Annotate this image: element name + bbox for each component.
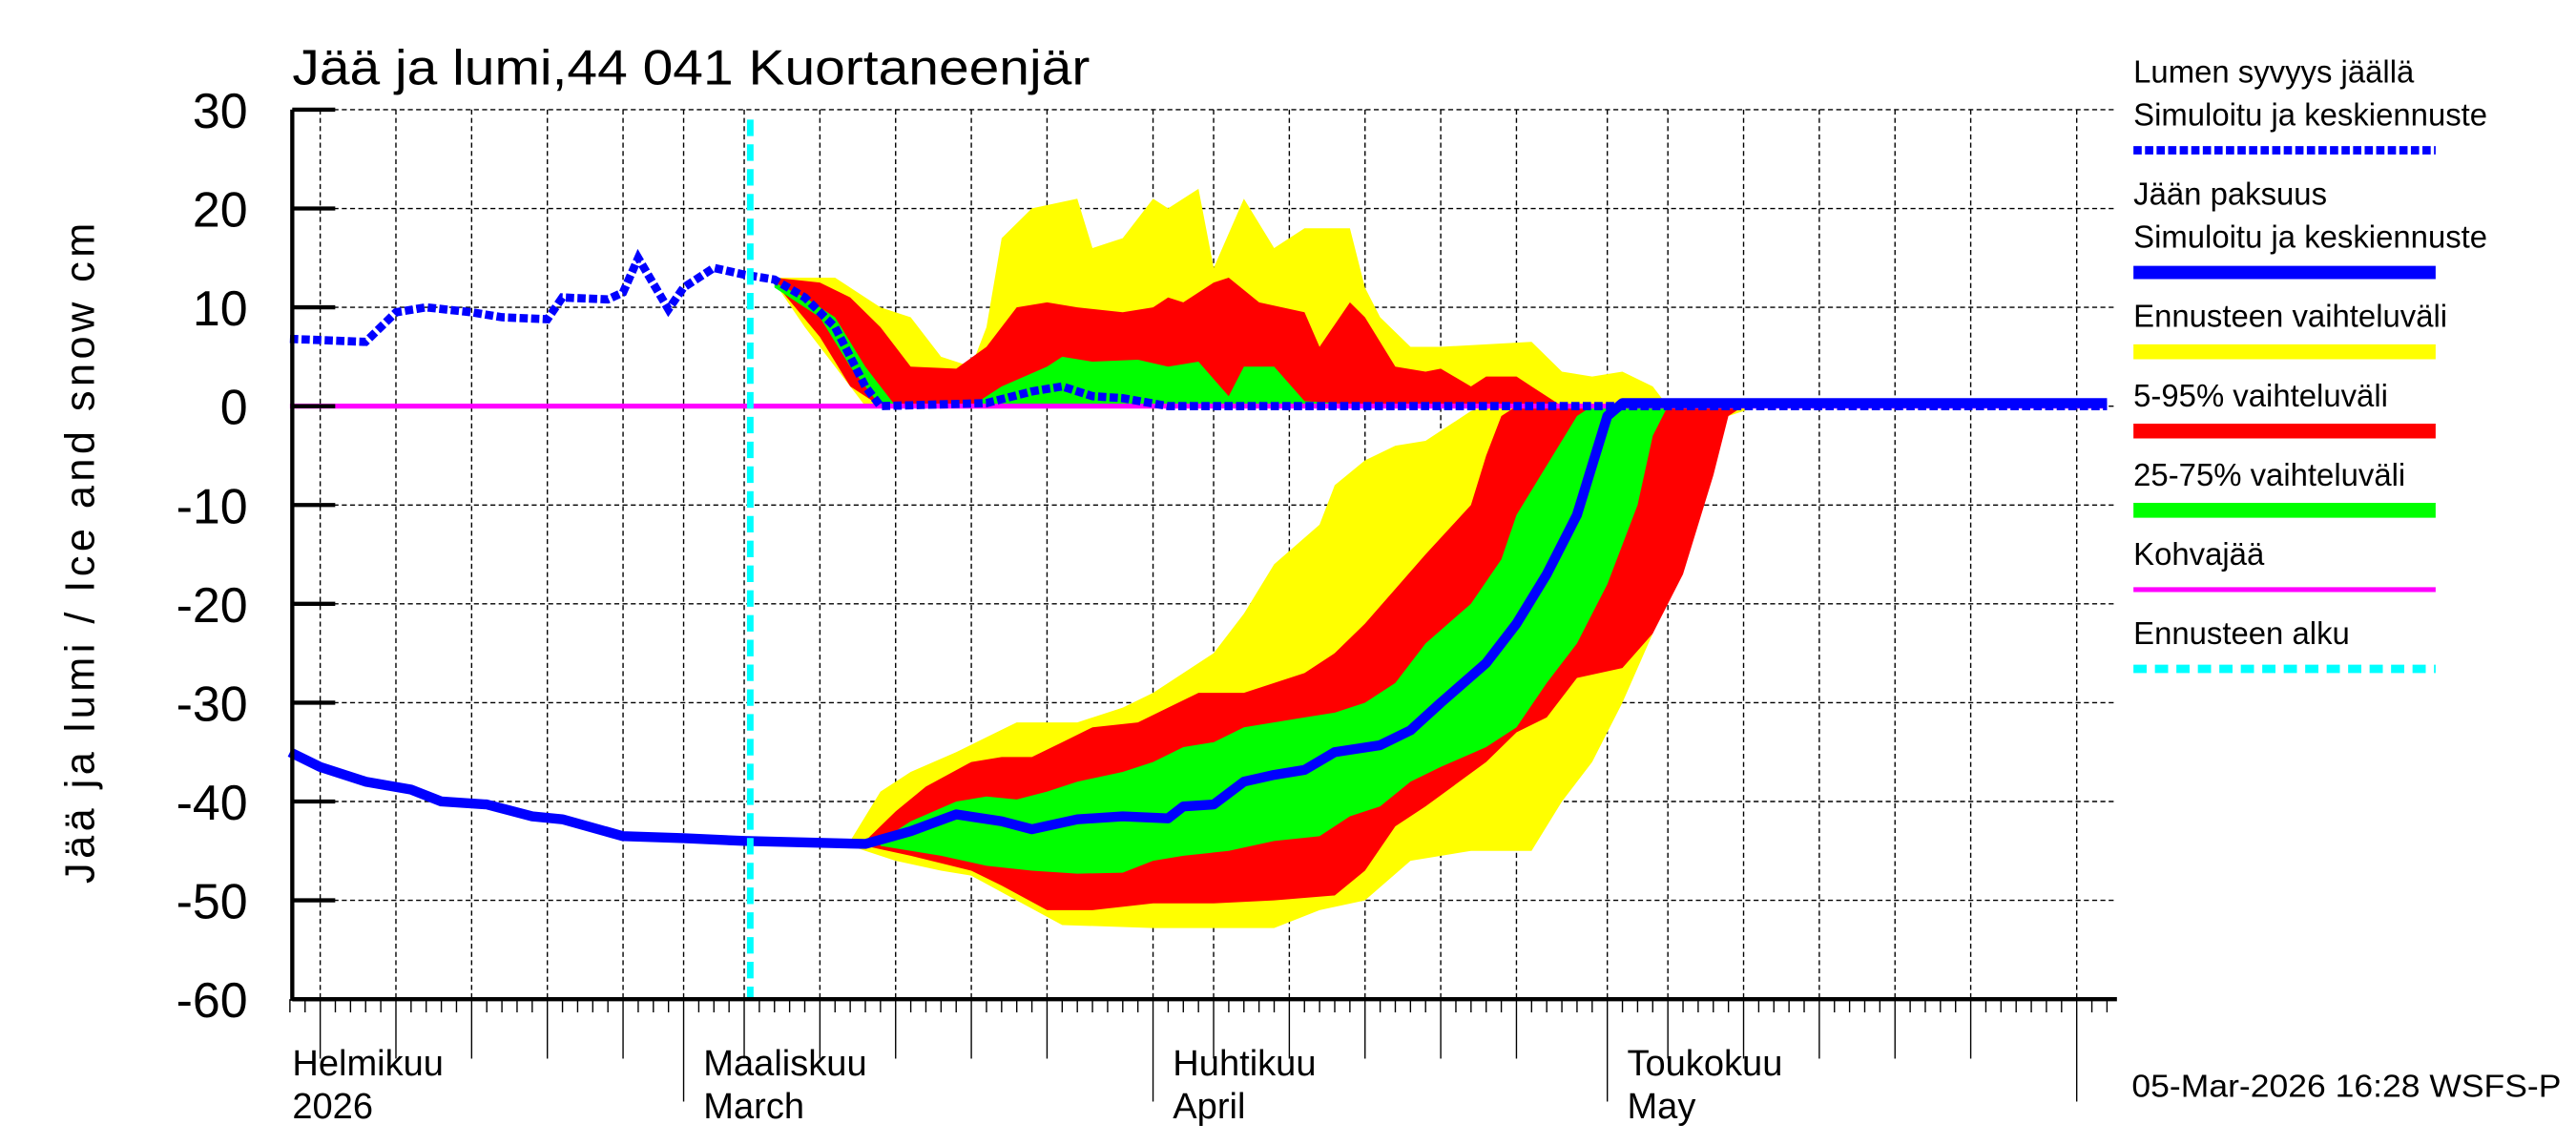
y-tick-label: -20 xyxy=(177,578,248,634)
y-tick-label: -50 xyxy=(177,875,248,930)
month-label-en: 2026 xyxy=(292,1087,373,1127)
y-tick-label: 30 xyxy=(193,84,248,139)
legend-label: Lumen syvyys jäällä xyxy=(2133,54,2415,90)
legend-label: 5-95% vaihteluväli xyxy=(2133,378,2388,413)
y-tick-label: -30 xyxy=(177,677,248,732)
chart-title: Jää ja lumi,44 041 Kuortaneenjär xyxy=(292,40,1090,95)
legend-label: Simuloitu ja keskiennuste xyxy=(2133,97,2487,133)
y-tick-label: 0 xyxy=(220,381,248,436)
legend-label: Kohvajää xyxy=(2133,536,2265,572)
month-label-en: May xyxy=(1627,1087,1695,1127)
y-tick-label: -40 xyxy=(177,776,248,831)
legend: Lumen syvyys jäällä Simuloitu ja keskienn… xyxy=(2133,54,2487,674)
month-label-fi: Huhtikuu xyxy=(1173,1044,1316,1084)
month-label-fi: Maaliskuu xyxy=(703,1044,866,1084)
month-label-en: March xyxy=(703,1087,804,1127)
snow-depth-line xyxy=(289,248,2108,411)
band-p25-75-ice xyxy=(880,406,1669,874)
legend-label: Ennusteen vaihteluväli xyxy=(2133,299,2447,334)
legend-label: 25-75% vaihteluväli xyxy=(2133,457,2405,492)
timestamp: 05-Mar-2026 16:28 WSFS-P xyxy=(2131,1068,2561,1103)
ice-thickness-line xyxy=(287,398,2108,849)
month-label-fi: Toukokuu xyxy=(1627,1044,1782,1084)
legend-label: Ennusteen alku xyxy=(2133,615,2350,651)
month-label-en: April xyxy=(1173,1087,1245,1127)
month-label-fi: Helmikuu xyxy=(292,1044,444,1084)
y-tick-label: 20 xyxy=(193,183,248,239)
band-p25-75-snow xyxy=(774,282,1365,406)
series-lines xyxy=(287,119,2108,1000)
band-p5-95-snow xyxy=(774,277,1563,406)
legend-label: Simuloitu ja keskiennuste xyxy=(2133,219,2487,255)
y-tick-label: -10 xyxy=(177,479,248,534)
y-tick-label: -60 xyxy=(177,973,248,1029)
y-tick-label: 10 xyxy=(193,281,248,337)
y-axis-label: Jää ja lumi / Ice and snow cm xyxy=(58,223,104,884)
legend-label: Jään paksuus xyxy=(2133,177,2327,212)
bands xyxy=(774,188,1759,928)
